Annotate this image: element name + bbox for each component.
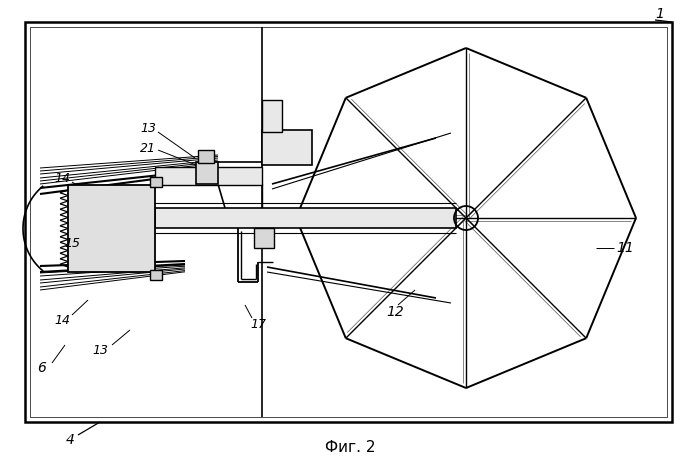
Bar	[262, 100, 282, 132]
Bar	[150, 177, 162, 187]
Text: 11: 11	[616, 241, 634, 255]
Text: 15: 15	[64, 236, 80, 249]
Bar	[155, 167, 262, 185]
Text: 13: 13	[92, 343, 108, 356]
Text: 17: 17	[250, 319, 266, 331]
Bar	[196, 162, 218, 184]
Bar	[30, 27, 667, 417]
Bar	[198, 150, 214, 163]
Text: 14: 14	[54, 171, 70, 184]
Bar	[150, 270, 162, 280]
Text: 14: 14	[54, 313, 70, 326]
Text: Фиг. 2: Фиг. 2	[325, 441, 375, 455]
Text: 1: 1	[656, 7, 665, 21]
Bar	[254, 228, 274, 248]
Text: 12: 12	[386, 305, 404, 319]
Text: 6: 6	[38, 361, 46, 375]
Bar	[155, 208, 456, 228]
Text: 13: 13	[140, 122, 156, 135]
Text: 21: 21	[140, 142, 156, 154]
Text: 4: 4	[66, 433, 74, 447]
Bar	[68, 185, 155, 272]
Bar	[262, 130, 312, 165]
Bar	[25, 22, 672, 422]
